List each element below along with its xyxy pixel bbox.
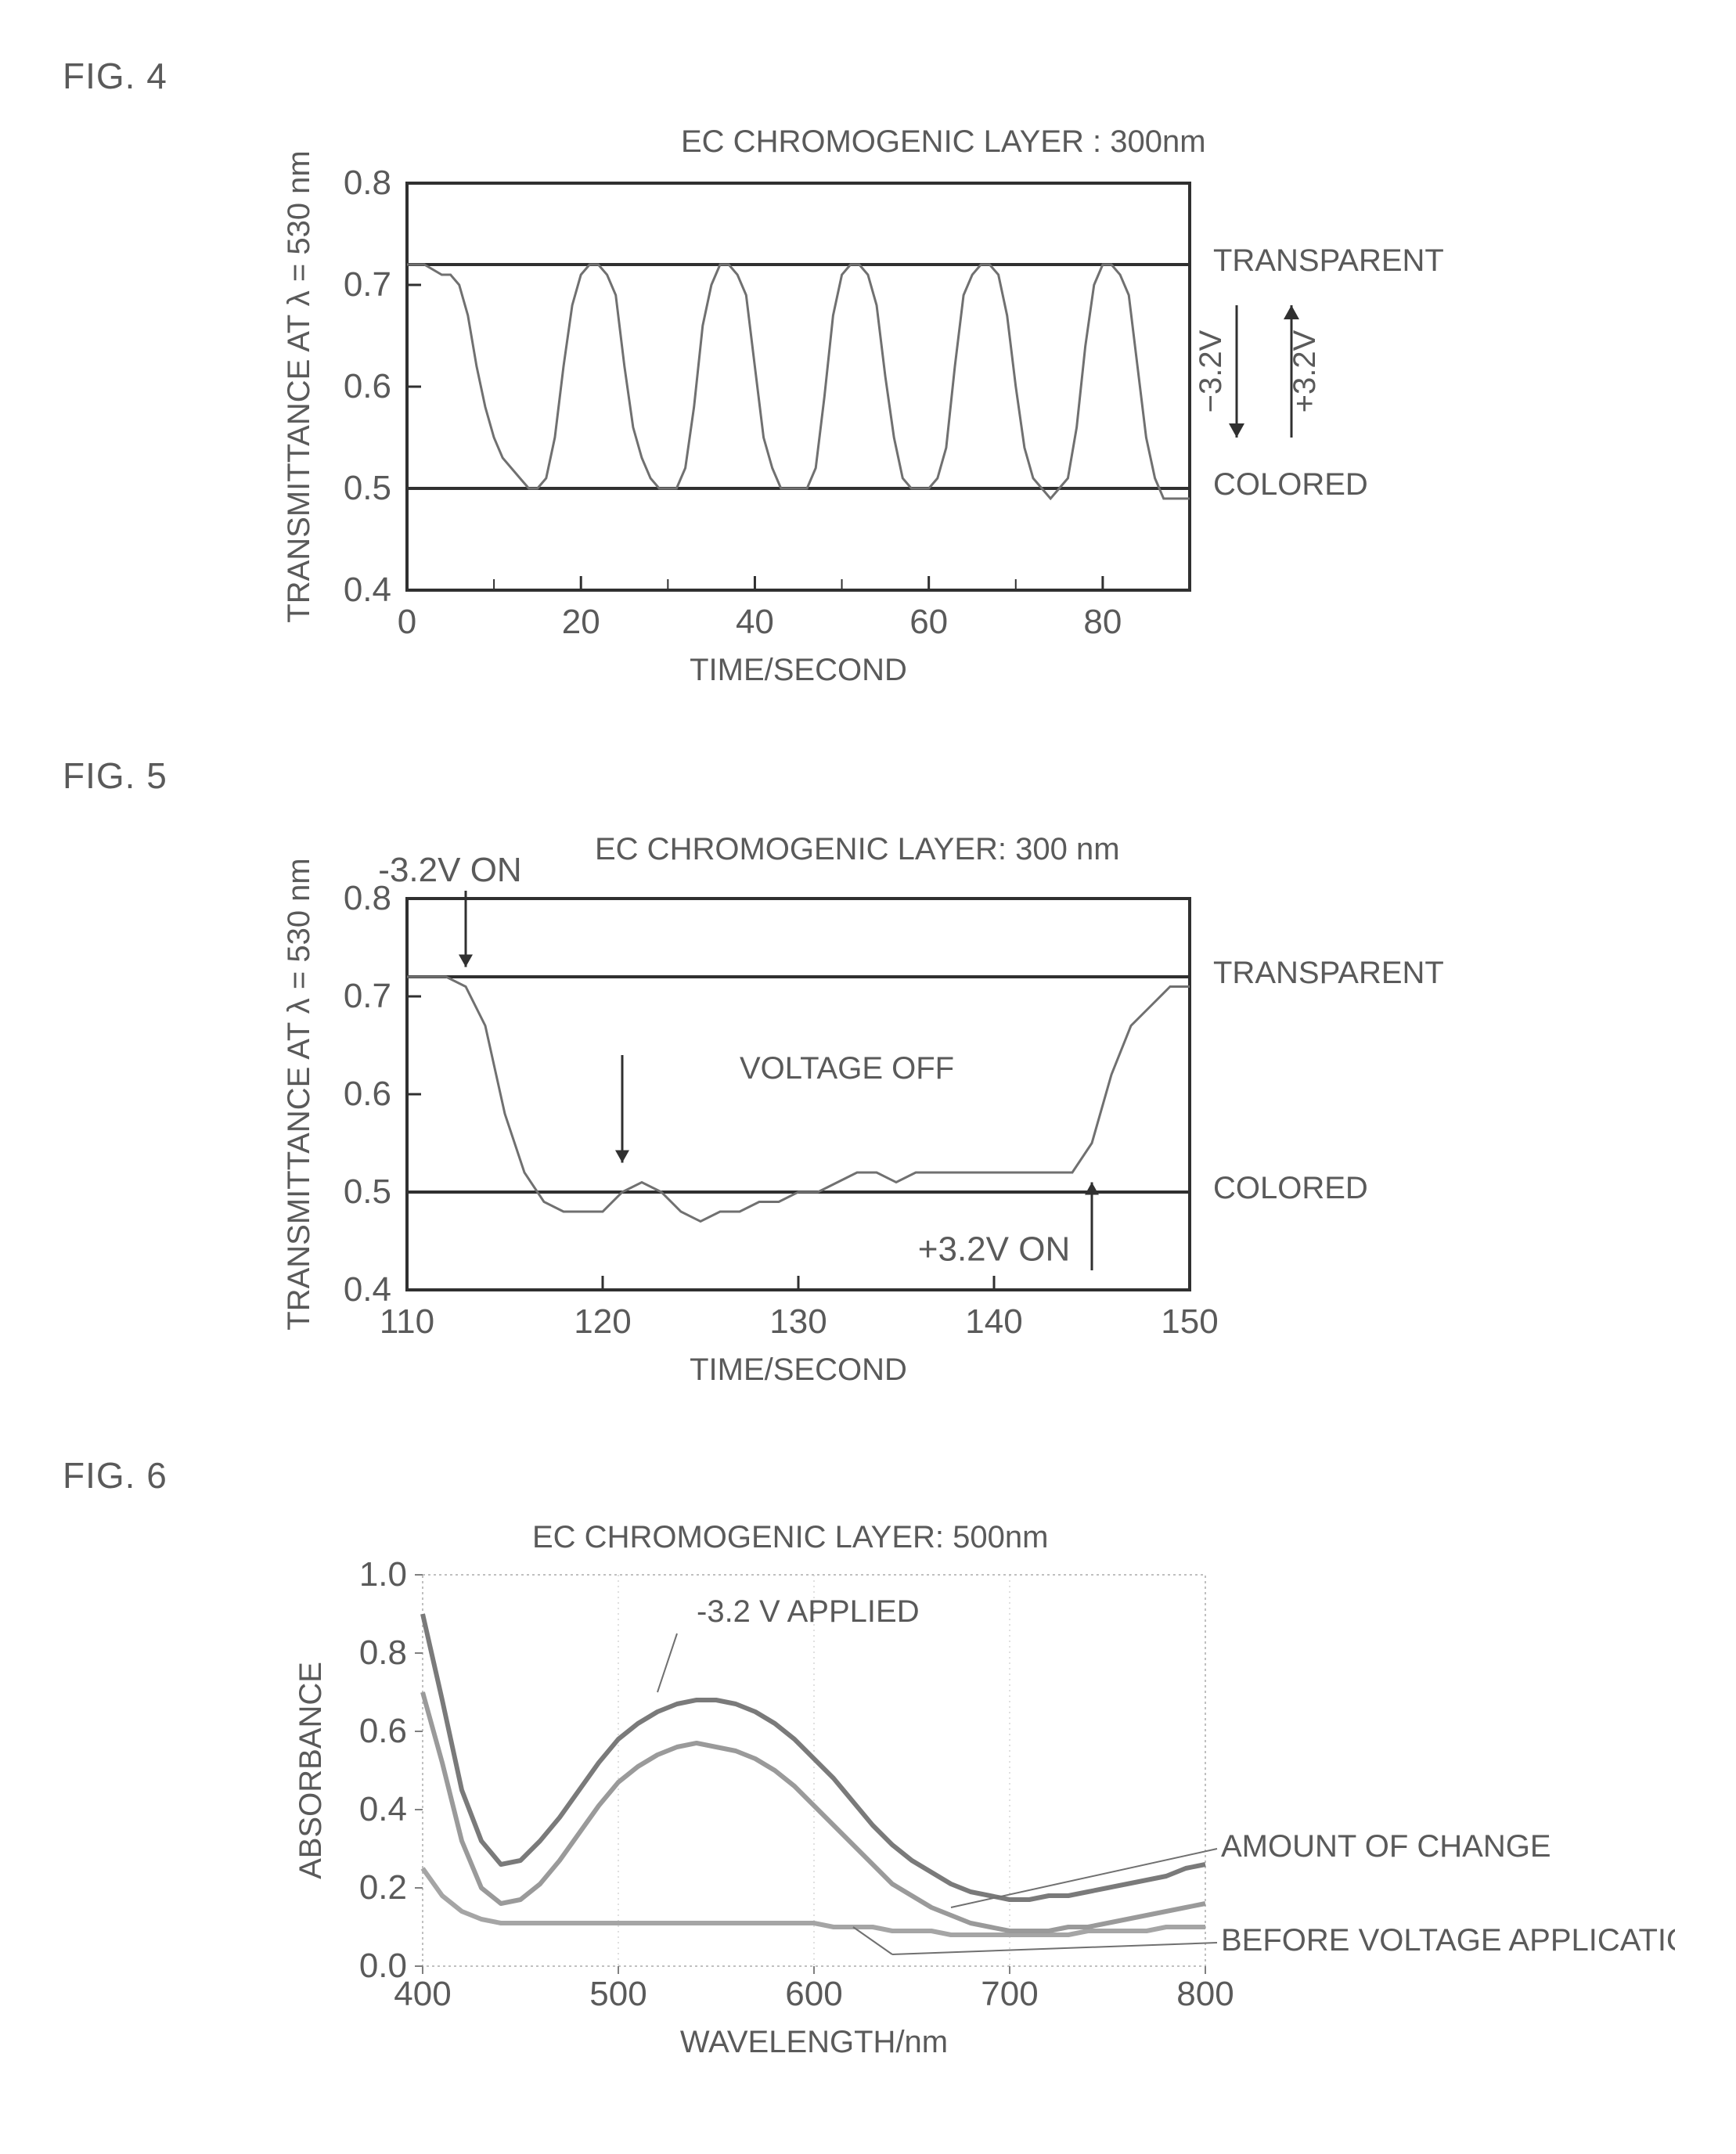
figure-4-label: FIG. 4 [63, 55, 1673, 97]
svg-text:−3.2V: −3.2V [1194, 330, 1228, 412]
svg-text:150: 150 [1161, 1302, 1218, 1341]
svg-text:0.2: 0.2 [359, 1868, 407, 1907]
svg-text:AMOUNT OF CHANGE: AMOUNT OF CHANGE [1221, 1829, 1551, 1864]
svg-text:COLORED: COLORED [1213, 467, 1368, 502]
svg-text:0.7: 0.7 [344, 265, 391, 304]
svg-text:0.6: 0.6 [359, 1712, 407, 1750]
svg-text:TRANSPARENT: TRANSPARENT [1213, 243, 1444, 278]
svg-text:130: 130 [769, 1302, 827, 1341]
svg-text:600: 600 [785, 1975, 842, 2013]
svg-text:110: 110 [380, 1302, 434, 1341]
svg-text:WAVELENGTH/nm: WAVELENGTH/nm [680, 2025, 948, 2059]
figure-4-svg: EC CHROMOGENIC LAYER : 300nm 0.4 0.5 0.6 0.7… [266, 113, 1597, 708]
svg-text:700: 700 [981, 1975, 1038, 2013]
svg-text:20: 20 [562, 603, 600, 641]
svg-text:VOLTAGE OFF: VOLTAGE OFF [740, 1051, 954, 1086]
svg-text:TRANSPARENT: TRANSPARENT [1213, 956, 1444, 990]
svg-text:40: 40 [736, 603, 774, 641]
figure-6-chart: EC CHROMOGENIC LAYER: 500nm0.00.20.40.60… [266, 1512, 1673, 2076]
svg-text:140: 140 [965, 1302, 1022, 1341]
svg-text:COLORED: COLORED [1213, 1171, 1368, 1205]
svg-text:+3.2V ON: +3.2V ON [918, 1230, 1070, 1269]
svg-text:EC CHROMOGENIC LAYER: 500nm: EC CHROMOGENIC LAYER: 500nm [532, 1520, 1048, 1554]
svg-text:0.4: 0.4 [359, 1790, 407, 1828]
svg-text:EC CHROMOGENIC LAYER : 300nm: EC CHROMOGENIC LAYER : 300nm [681, 124, 1206, 159]
figure-5-chart: EC CHROMOGENIC LAYER: 300 nm0.40.50.60.7… [266, 812, 1673, 1407]
svg-text:500: 500 [589, 1975, 646, 2013]
svg-text:ABSORBANCE: ABSORBANCE [294, 1662, 328, 1879]
svg-text:0.4: 0.4 [344, 571, 391, 609]
svg-text:60: 60 [909, 603, 948, 641]
svg-text:0.6: 0.6 [344, 367, 391, 405]
svg-text:1.0: 1.0 [359, 1555, 407, 1594]
svg-text:-3.2 V APPLIED: -3.2 V APPLIED [697, 1594, 920, 1629]
svg-text:EC CHROMOGENIC LAYER: 300 nm: EC CHROMOGENIC LAYER: 300 nm [595, 832, 1120, 866]
svg-text:0.5: 0.5 [344, 469, 391, 507]
svg-text:TIME/SECOND: TIME/SECOND [690, 1353, 907, 1387]
figure-4-chart: EC CHROMOGENIC LAYER : 300nm 0.4 0.5 0.6 0.7… [266, 113, 1673, 708]
svg-text:BEFORE VOLTAGE APPLICATION: BEFORE VOLTAGE APPLICATION [1221, 1923, 1675, 1958]
svg-text:800: 800 [1176, 1975, 1234, 2013]
figure-6-label: FIG. 6 [63, 1454, 1673, 1497]
svg-text:80: 80 [1083, 603, 1122, 641]
svg-text:TIME/SECOND: TIME/SECOND [690, 653, 907, 687]
svg-text:0.7: 0.7 [344, 977, 391, 1015]
svg-text:0.8: 0.8 [344, 164, 391, 202]
svg-text:+3.2V: +3.2V [1288, 330, 1322, 412]
svg-text:400: 400 [394, 1975, 451, 2013]
svg-text:0.6: 0.6 [344, 1075, 391, 1113]
figure-6-svg: EC CHROMOGENIC LAYER: 500nm0.00.20.40.60… [266, 1512, 1675, 2076]
svg-text:0.5: 0.5 [344, 1172, 391, 1211]
figure-5-label: FIG. 5 [63, 755, 1673, 797]
figure-5-svg: EC CHROMOGENIC LAYER: 300 nm0.40.50.60.7… [266, 812, 1597, 1407]
svg-text:TRANSMITTANCE AT λ = 530 nm: TRANSMITTANCE AT λ = 530 nm [282, 150, 316, 622]
svg-text:0: 0 [398, 603, 416, 641]
svg-text:0.8: 0.8 [359, 1634, 407, 1672]
svg-text:TRANSMITTANCE AT λ = 530 nm: TRANSMITTANCE AT λ = 530 nm [282, 858, 316, 1330]
svg-text:-3.2V ON: -3.2V ON [378, 851, 521, 889]
svg-text:120: 120 [574, 1302, 631, 1341]
